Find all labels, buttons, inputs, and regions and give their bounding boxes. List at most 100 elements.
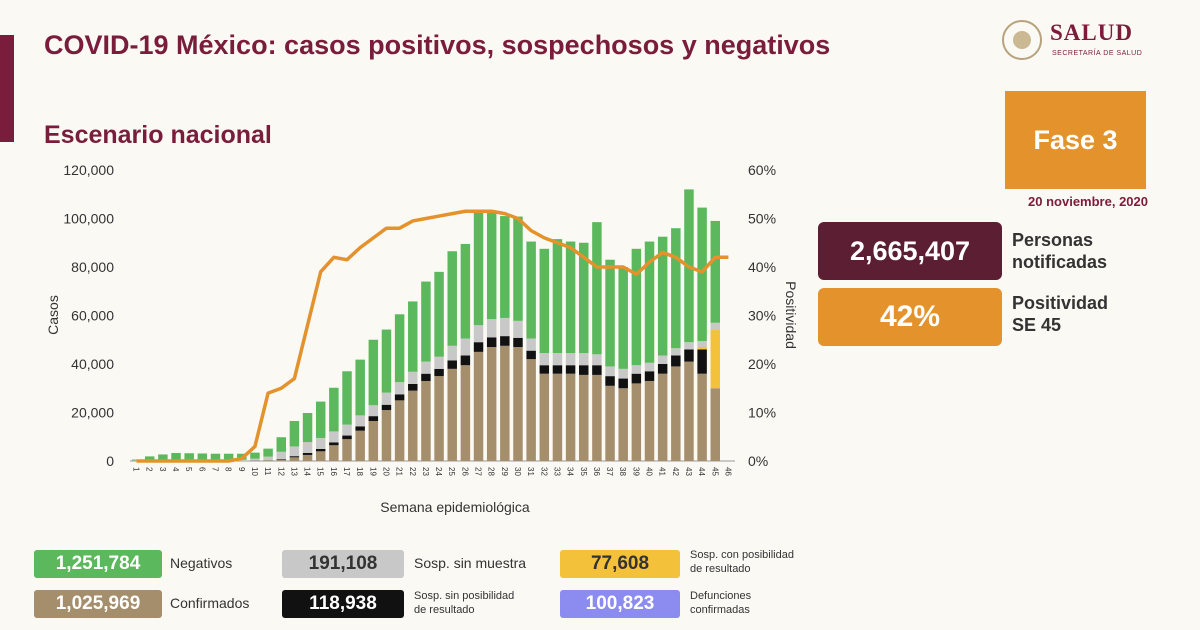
bar-segment	[460, 365, 471, 461]
bar-segment	[368, 405, 379, 417]
bar-segment	[263, 456, 273, 461]
bar-segment	[394, 382, 405, 395]
y2-tick-label: 40%	[748, 259, 776, 275]
y-axis-title: Casos	[45, 295, 61, 335]
y2-tick-label: 60%	[748, 162, 776, 178]
bar-segment	[618, 378, 628, 389]
bar-segment	[618, 388, 628, 461]
bar-segment	[592, 365, 602, 375]
national-seal-icon	[1002, 20, 1042, 60]
notified-label-line2: notificadas	[1012, 252, 1108, 272]
x-tick-label: 46	[723, 467, 732, 476]
bar-segment	[368, 416, 379, 421]
x-tick-label: 22	[408, 467, 417, 476]
bar-segment	[342, 439, 352, 461]
bar-segment	[657, 355, 668, 364]
x-tick-label: 5	[184, 467, 193, 472]
y2-tick-label: 10%	[748, 405, 776, 421]
bar-segment	[697, 340, 707, 348]
x-tick-label: 4	[171, 467, 180, 472]
x-tick-label: 42	[671, 467, 680, 476]
bar-segment	[381, 392, 392, 405]
bar-segment	[500, 345, 510, 461]
bar-segment	[289, 456, 300, 458]
positivity-label: Positividad SE 45	[1012, 292, 1108, 336]
logo-subbrand: SECRETARÍA DE SALUD	[1052, 50, 1143, 57]
bar-segment	[473, 351, 484, 462]
x-tick-label: 1	[132, 467, 141, 472]
bar-segment	[539, 365, 550, 374]
salud-logo: SALUD SECRETARÍA DE SALUD	[1002, 18, 1162, 68]
bar-segment	[710, 322, 721, 331]
legend-sin-muestra-value: 191,108	[282, 550, 404, 578]
bar-segment	[526, 241, 536, 339]
legend-con-posibilidad-line1: Sosp. con posibilidad	[690, 549, 794, 561]
bar-segment	[565, 373, 576, 461]
bar-segment	[539, 248, 550, 354]
bar-segment	[289, 446, 300, 457]
bar-segment	[434, 376, 444, 462]
bar-segment	[250, 452, 260, 459]
bar-segment	[171, 453, 181, 460]
bar-segment	[526, 350, 536, 360]
bar-segment	[605, 259, 615, 367]
bar-segment	[342, 371, 352, 425]
bar-segment	[408, 383, 418, 391]
bar-segment	[394, 314, 405, 383]
bar-segment	[592, 374, 602, 461]
bar-segment	[565, 365, 576, 374]
bar-segment	[460, 338, 471, 356]
x-tick-label: 11	[263, 467, 272, 476]
bar-segment	[144, 456, 155, 461]
x-tick-label: 36	[592, 467, 601, 476]
bar-segment	[552, 365, 563, 374]
bar-segment	[381, 404, 392, 411]
bar-segment	[644, 380, 655, 461]
x-tick-label: 6	[197, 467, 206, 472]
bar-segment	[526, 338, 536, 351]
page-title: COVID-19 México: casos positivos, sospec…	[44, 30, 831, 60]
bar-segment	[473, 325, 484, 343]
bar-segment	[381, 329, 392, 393]
cases-chart: 0 20,000 40,000 60,000 80,000 100,000 120,000 0…	[45, 162, 799, 515]
x-tick-label: 29	[500, 467, 509, 476]
x-tick-label: 40	[645, 467, 654, 476]
bar-segment	[657, 364, 668, 374]
bar-segment	[697, 207, 707, 341]
legend-con-posibilidad-line2: de resultado	[690, 563, 751, 575]
bar-segment	[697, 347, 707, 350]
bar-segment	[302, 454, 313, 461]
bar-segment	[539, 373, 550, 461]
bar-segment	[315, 448, 326, 452]
bar-segment	[631, 365, 642, 374]
bar-segment	[460, 243, 471, 339]
x-tick-label: 32	[539, 467, 548, 476]
bar-segment	[131, 459, 142, 461]
legend-negativos-value: 1,251,784	[34, 550, 162, 578]
bar-segment	[434, 356, 444, 369]
bar-segment	[513, 337, 523, 348]
bar-segment	[710, 388, 721, 461]
x-tick-label: 20	[381, 467, 390, 476]
accent-bar	[0, 35, 14, 142]
bar-segment	[289, 457, 300, 461]
x-tick-label: 44	[697, 467, 706, 476]
bar-segment	[565, 241, 576, 354]
report-date: 20 noviembre, 2020	[1028, 194, 1148, 209]
phase-badge: Fase 3	[1005, 91, 1146, 189]
bar-segment	[539, 353, 550, 366]
bar-segment	[421, 281, 431, 362]
x-tick-label: 8	[224, 467, 233, 472]
bar-segment	[223, 453, 234, 460]
bar-segment	[276, 437, 286, 452]
x-tick-label: 19	[368, 467, 377, 476]
bar-segment	[302, 412, 313, 443]
x-tick-label: 37	[605, 467, 614, 476]
bar-segment	[342, 435, 352, 440]
legend-sin-posibilidad-label: Sosp. sin posibilidad de resultado	[414, 589, 514, 617]
bar-segment	[552, 373, 563, 461]
legend-negativos-label: Negativos	[170, 555, 233, 571]
x-tick-label: 16	[329, 467, 338, 476]
legend-defunciones-line2: confirmadas	[690, 604, 750, 616]
bar-segment	[447, 360, 457, 369]
